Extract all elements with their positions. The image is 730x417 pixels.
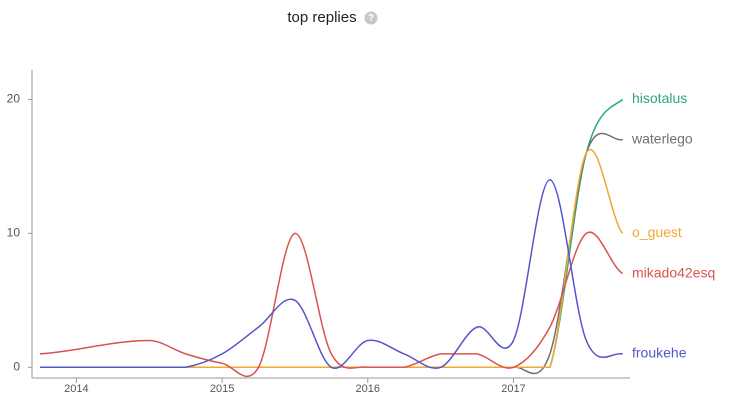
y-tick-label: 0 [13,359,20,373]
series-label: mikado42esq [632,264,715,280]
x-tick-label: 2017 [501,383,525,395]
series-line [39,231,624,377]
svg-text:?: ? [368,13,374,24]
series-line [40,132,623,375]
series-label: hisotalus [632,90,687,106]
chart-title: top replies [287,9,356,26]
series-label: waterlego [631,130,693,146]
x-tick-label: 2016 [356,383,380,395]
series-label: o_guest [632,224,682,240]
x-tick-label: 2015 [210,383,234,395]
help-icon[interactable]: ? [364,11,378,25]
series-line [40,148,624,369]
x-tick-label: 2014 [64,383,88,395]
y-tick-label: 20 [7,92,21,106]
series-line [40,179,623,369]
y-tick-label: 10 [7,226,21,240]
series-label: froukehe [632,345,687,361]
